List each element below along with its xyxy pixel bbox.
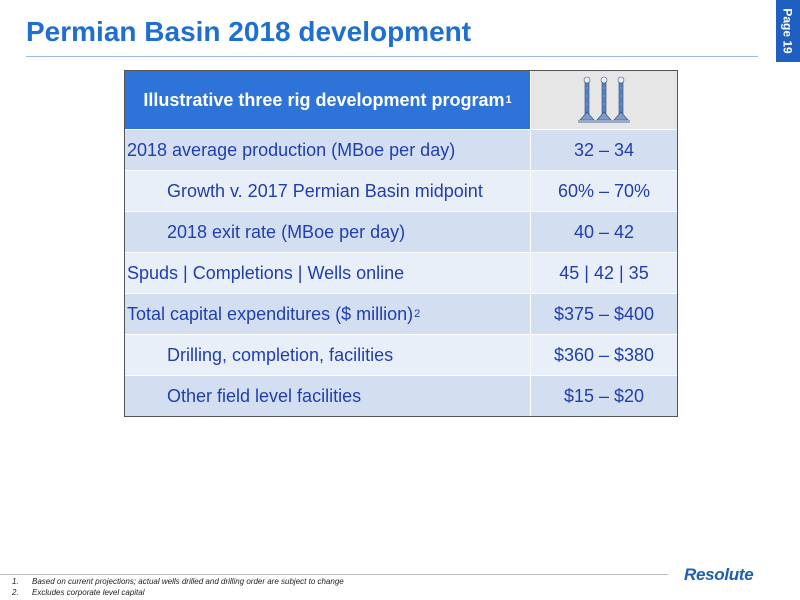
- row-label-text: 2018 average production (MBoe per day): [127, 139, 456, 160]
- footnote-text: Based on current projections; actual wel…: [32, 577, 344, 586]
- row-label: Drilling, completion, facilities: [125, 335, 531, 375]
- row-value: 60% – 70%: [531, 171, 677, 211]
- row-value: 40 – 42: [531, 212, 677, 252]
- footnotes: 1. Based on current projections; actual …: [12, 576, 344, 598]
- company-logo: Resolute: [684, 565, 754, 584]
- table-row: Total capital expenditures ($ million) 2 …: [125, 293, 677, 334]
- page-number-tab: Page 19: [776, 0, 800, 62]
- row-label: 2018 average production (MBoe per day): [125, 130, 531, 170]
- table-header-label: Illustrative three rig development progr…: [125, 71, 531, 129]
- row-value: $360 – $380: [531, 335, 677, 375]
- footer-divider: [0, 574, 668, 575]
- development-program-table: Illustrative three rig development progr…: [124, 70, 678, 417]
- row-label-text: Other field level facilities: [167, 385, 362, 406]
- row-value: $15 – $20: [531, 376, 677, 416]
- row-label-text: Growth v. 2017 Permian Basin midpoint: [167, 180, 483, 201]
- footnote-item: 2. Excludes corporate level capital: [12, 587, 344, 598]
- table-row: Spuds | Completions | Wells online 45 | …: [125, 252, 677, 293]
- row-label: 2018 exit rate (MBoe per day): [125, 212, 531, 252]
- row-label: Other field level facilities: [125, 376, 531, 416]
- row-label: Total capital expenditures ($ million) 2: [125, 294, 531, 334]
- row-label: Spuds | Completions | Wells online: [125, 253, 531, 293]
- header-footnote-ref: 1: [505, 94, 512, 106]
- drilling-rigs-icon: [531, 71, 677, 129]
- footnote-number: 1.: [12, 577, 19, 586]
- row-label: Growth v. 2017 Permian Basin midpoint: [125, 171, 531, 211]
- row-label-text: Drilling, completion, facilities: [167, 344, 394, 365]
- table-row: 2018 exit rate (MBoe per day) 40 – 42: [125, 211, 677, 252]
- table-header-row: Illustrative three rig development progr…: [125, 71, 677, 129]
- table-row: Drilling, completion, facilities $360 – …: [125, 334, 677, 375]
- header-label-text: Illustrative three rig development progr…: [143, 89, 505, 110]
- table-row: Other field level facilities $15 – $20: [125, 375, 677, 416]
- row-label-text: 2018 exit rate (MBoe per day): [167, 221, 406, 242]
- row-label-text: Total capital expenditures ($ million): [127, 303, 414, 324]
- page-title: Permian Basin 2018 development: [26, 16, 472, 47]
- table-row: Growth v. 2017 Permian Basin midpoint 60…: [125, 170, 677, 211]
- row-value: $375 – $400: [531, 294, 677, 334]
- row-label-text: Spuds | Completions | Wells online: [127, 262, 405, 283]
- title-divider: [26, 56, 758, 57]
- footnote-text: Excludes corporate level capital: [32, 588, 145, 597]
- row-value: 32 – 34: [531, 130, 677, 170]
- page-number-label: Page 19: [781, 8, 795, 54]
- row-footnote-ref: 2: [414, 308, 421, 320]
- footnote-item: 1. Based on current projections; actual …: [12, 576, 344, 587]
- footnote-number: 2.: [12, 588, 19, 597]
- row-value: 45 | 42 | 35: [531, 253, 677, 293]
- table-row: 2018 average production (MBoe per day) 3…: [125, 129, 677, 170]
